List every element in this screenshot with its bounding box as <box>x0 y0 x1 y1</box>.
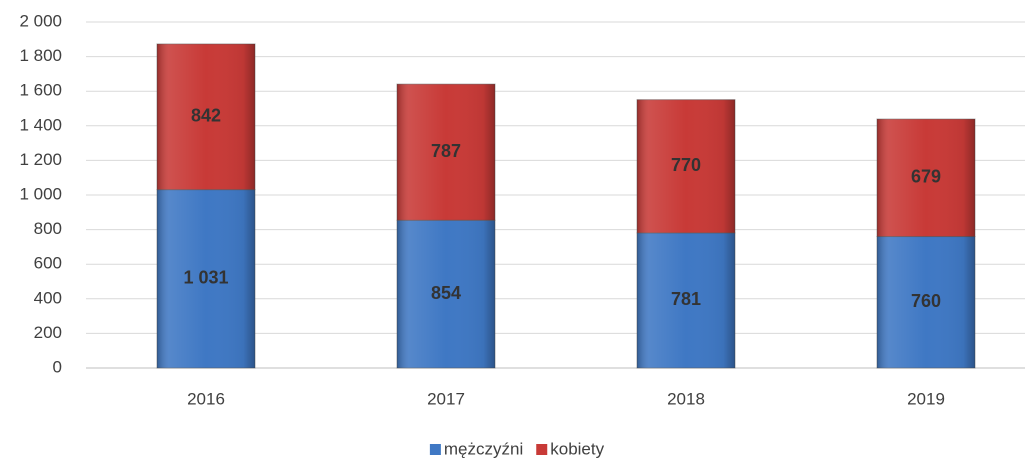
bar-shade <box>637 232 735 368</box>
y-tick-label: 2 000 <box>19 11 62 30</box>
y-tick-label: 600 <box>34 254 62 273</box>
y-tick-label: 1 800 <box>19 46 62 65</box>
x-tick-label: 2019 <box>907 389 945 408</box>
bar-shade <box>397 220 495 368</box>
bar-shade <box>877 119 975 237</box>
x-tick-label: 2016 <box>187 389 225 408</box>
y-tick-label: 1 600 <box>19 81 62 100</box>
bar-shade <box>157 189 255 368</box>
bar-shade <box>397 84 495 221</box>
y-tick-label: 1 400 <box>19 115 62 134</box>
bar-shade <box>157 43 255 190</box>
value-label: 1 031 <box>183 268 228 288</box>
value-label: 679 <box>911 167 941 187</box>
y-tick-label: 1 000 <box>19 184 62 203</box>
y-tick-label: 0 <box>53 357 62 376</box>
y-tick-label: 400 <box>34 288 62 307</box>
legend-swatch <box>429 444 441 455</box>
bar-shade <box>637 99 735 233</box>
value-label: 842 <box>191 106 221 126</box>
value-label: 854 <box>431 283 461 303</box>
legend-swatch <box>536 444 548 455</box>
y-tick-label: 1 200 <box>19 150 62 169</box>
x-tick-label: 2017 <box>427 389 465 408</box>
value-label: 787 <box>431 141 461 161</box>
value-label: 760 <box>911 291 941 311</box>
y-tick-label: 200 <box>34 323 62 342</box>
y-tick-label: 800 <box>34 219 62 238</box>
bar-shade <box>877 236 975 368</box>
value-label: 781 <box>671 289 701 309</box>
legend-label: kobiety <box>550 439 604 458</box>
x-tick-label: 2018 <box>667 389 705 408</box>
legend-label: mężczyźni <box>444 439 523 458</box>
value-label: 770 <box>671 155 701 175</box>
